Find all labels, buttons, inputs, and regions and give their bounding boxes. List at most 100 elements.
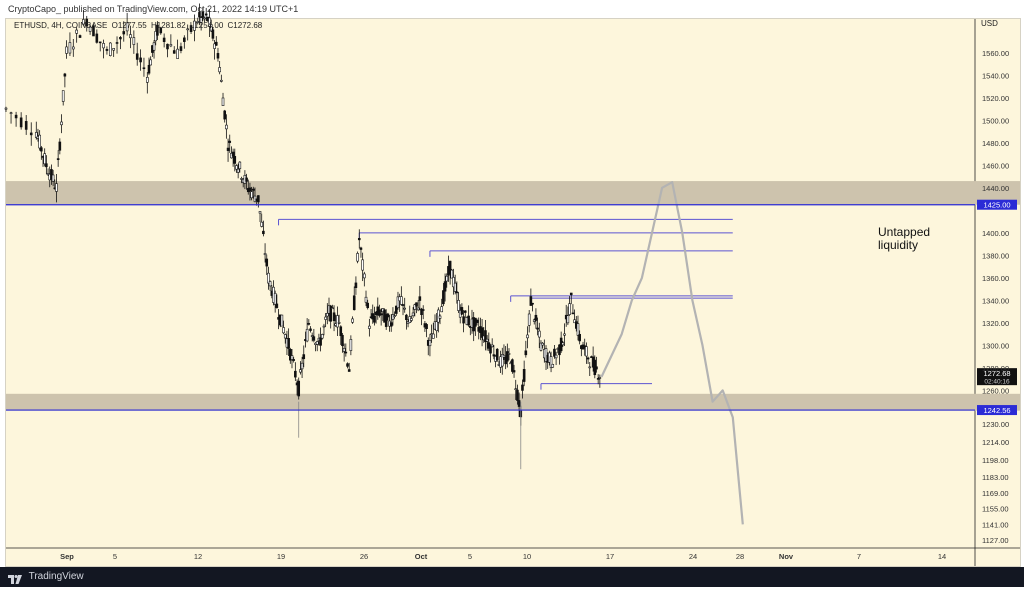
candle-body [109,42,112,56]
symbol-label: ETHUSD, 4H, COINBASE [14,21,108,30]
candle-body [416,307,420,311]
candle-body [349,339,353,351]
candle-body [238,161,242,169]
candle-body [566,315,570,324]
candle-body [502,354,506,358]
candle-body [228,140,232,143]
candle-body [442,290,445,305]
candle-body [359,247,363,250]
candle-body [549,356,553,369]
candle-body [489,345,492,354]
candle-body [539,342,543,351]
candle-body [299,369,302,373]
candle-body [596,378,600,380]
candle-body [223,110,226,120]
candle-body [289,349,292,361]
candle-body [341,334,344,347]
candle-body [467,315,470,326]
x-tick-label: 19 [277,552,285,561]
candle-body [541,342,544,346]
candle-body [198,12,201,18]
candle-body [352,295,356,311]
y-tick-label: 1400.00 [982,229,1009,238]
candle-body [250,191,253,199]
candle-body [19,117,23,128]
level-label-box [977,405,1017,416]
candle-body [257,195,260,203]
candle-body [189,25,193,32]
y-tick-label: 1520.00 [982,94,1009,103]
candle-body [480,327,484,338]
level-label: 1425.00 [983,201,1010,210]
y-tick-label: 1460.00 [982,161,1009,170]
candle-body [203,17,206,20]
candle-body [309,328,312,331]
candle-body [176,48,179,59]
zone-lower [6,393,1020,411]
candle-body [368,325,371,329]
candle-body [265,258,269,267]
candle-body [231,151,235,157]
candle-body [240,178,243,180]
candle-body [319,337,322,346]
candle-body [300,362,304,370]
candle-body [218,67,221,73]
y-tick-label: 1198.00 [982,456,1009,465]
candle-body [326,312,329,317]
candle-body [425,324,428,330]
candle-body [450,269,454,279]
last-price-box [977,368,1017,386]
x-tick-label: 5 [468,552,472,561]
candle-body [568,303,571,315]
candle-body [432,333,435,339]
candle-body [260,221,264,227]
candle-body [452,277,455,288]
candle-body [576,323,580,336]
candle-body [85,18,89,27]
candle-body [119,37,122,40]
candle-body [394,305,398,314]
candle-body [524,350,528,356]
candle-body [389,322,393,327]
publish-header: CryptoCapo_ published on TradingView.com… [0,0,1024,18]
x-tick-label: 5 [113,552,117,561]
ohlc-legend: ETHUSD, 4H, COINBASE O1277.55 H1281.82 L… [14,21,264,30]
candle-body [329,305,332,322]
y-tick-label: 1480.00 [982,139,1009,148]
candle-body [122,31,126,35]
candle-body [251,188,255,191]
candle-body [199,17,203,23]
untapped-liquidity-label: Untapped [878,225,930,239]
candle-body [588,366,592,369]
candle-body [95,33,99,43]
candle-body [112,48,115,51]
candle-body [320,334,324,339]
candle-body [71,46,75,50]
candle-body [40,147,43,152]
candle-body [75,29,78,34]
close-value: C1272.68 [227,21,263,30]
candle-body [142,67,146,70]
candle-body [154,31,158,42]
x-tick-label: 17 [606,552,614,561]
candle-body [55,183,58,192]
chart-frame [5,18,1021,567]
candle-body [378,309,381,316]
candle-body [105,49,109,51]
candle-body [563,333,566,336]
projection-path [600,181,744,525]
candle-body [51,174,55,182]
x-tick-label: 28 [736,552,744,561]
candle-body [537,330,541,338]
footer-brand: TradingView [28,571,84,582]
candle-body [379,313,383,316]
y-tick-label: 1380.00 [982,251,1009,260]
candle-body [413,304,417,310]
candle-body [129,34,132,39]
candle-body [283,334,287,339]
candle-body [457,300,460,311]
low-value: L1254.00 [189,21,224,30]
candle-body [363,273,366,279]
candle-body [115,42,119,44]
